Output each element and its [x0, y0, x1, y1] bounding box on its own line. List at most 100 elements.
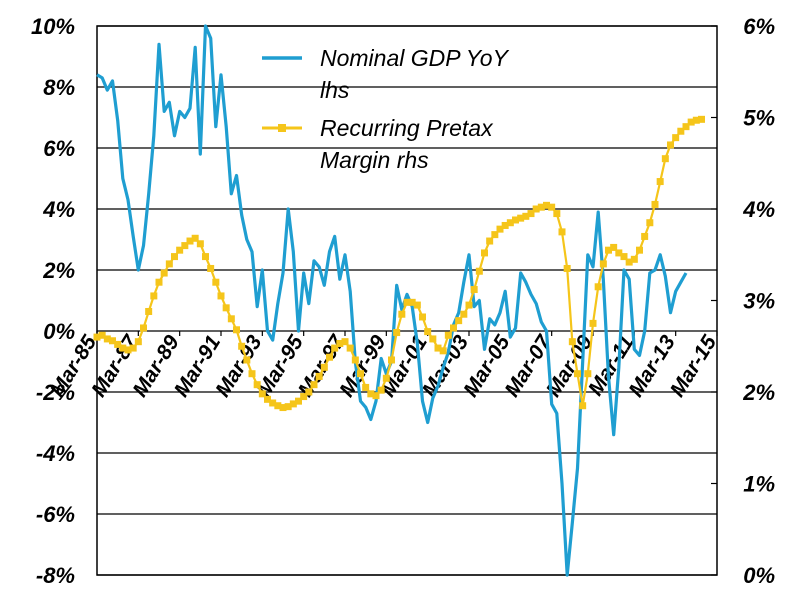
series-layer	[93, 24, 705, 577]
margin-marker	[460, 310, 468, 318]
margin-marker	[698, 115, 705, 123]
y-right-tick-label: 0%	[743, 563, 775, 588]
margin-marker	[558, 228, 566, 236]
margin-marker	[279, 404, 287, 412]
margin-marker	[548, 203, 556, 211]
y-left-tick-label: 8%	[43, 75, 75, 100]
margin-marker	[253, 381, 261, 389]
margin-marker	[238, 342, 246, 350]
margin-marker	[465, 301, 473, 309]
margin-marker	[444, 331, 452, 339]
margin-marker	[382, 374, 390, 382]
margin-marker	[692, 116, 700, 124]
margin-marker	[501, 221, 509, 229]
legend-margin-label: Recurring Pretax	[320, 115, 494, 141]
margin-marker	[233, 326, 240, 334]
margin-marker	[682, 123, 690, 131]
margin-marker	[320, 363, 328, 371]
y-left-tick-label: -4%	[36, 441, 75, 466]
margin-marker	[563, 264, 571, 272]
y-right-tick-label: 4%	[742, 197, 775, 222]
margin-marker	[584, 370, 592, 378]
margin-marker	[594, 283, 602, 291]
margin-marker	[295, 397, 302, 405]
margin-marker	[589, 319, 597, 327]
margin-marker	[517, 214, 525, 222]
margin-marker	[124, 346, 132, 354]
margin-marker	[289, 400, 297, 408]
margin-marker	[119, 344, 127, 352]
margin-marker	[403, 298, 411, 306]
margin-marker	[186, 237, 194, 245]
y-left-tick-label: 6%	[43, 136, 75, 161]
margin-marker	[568, 338, 576, 346]
margin-marker	[212, 278, 220, 286]
margin-marker	[196, 240, 204, 248]
margin-marker	[491, 231, 499, 239]
y-left-tick-label: -8%	[36, 563, 75, 588]
margin-marker	[455, 317, 463, 325]
margin-marker	[646, 219, 654, 227]
margin-marker	[227, 315, 235, 323]
margin-marker	[310, 381, 318, 389]
y-right-tick-label: 3%	[743, 289, 775, 314]
margin-marker	[171, 253, 178, 261]
margin-marker	[341, 338, 349, 346]
margin-marker	[109, 337, 116, 345]
margin-marker	[145, 307, 153, 315]
margin-marker	[496, 225, 504, 233]
y-right-tick-label: 6%	[743, 14, 775, 39]
margin-marker	[103, 335, 111, 343]
margin-marker	[248, 370, 256, 378]
margin-marker	[269, 399, 277, 407]
y-axis-left: 10% 8% 6% 4% 2% 0% -2% -4% -6% -8%	[31, 14, 75, 588]
margin-marker	[362, 383, 370, 391]
margin-marker	[527, 210, 535, 218]
y-left-tick-label: -6%	[36, 502, 75, 527]
margin-marker	[470, 286, 478, 294]
margin-marker	[181, 242, 189, 250]
margin-marker	[346, 344, 354, 352]
margin-marker	[574, 370, 581, 378]
y-right-tick-label: 1%	[743, 472, 775, 497]
margin-marker	[620, 253, 628, 261]
margin-marker	[264, 395, 271, 403]
legend-margin-label-axis: Margin rhs	[320, 147, 429, 173]
margin-marker	[305, 388, 313, 396]
margin-marker	[176, 246, 184, 254]
y-left-tick-label: 2%	[42, 258, 75, 283]
margin-marker	[326, 353, 333, 361]
margin-marker	[243, 356, 251, 364]
margin-marker	[408, 298, 416, 306]
margin-marker	[625, 258, 633, 266]
margin-marker	[553, 210, 561, 218]
margin-marker	[537, 203, 545, 211]
margin-marker	[191, 234, 199, 242]
margin-marker	[258, 390, 266, 398]
margin-marker	[134, 338, 142, 346]
legend-margin-marker	[278, 124, 286, 132]
margin-marker	[222, 304, 230, 312]
margin-marker	[543, 201, 550, 209]
y-right-tick-label: 2%	[742, 380, 775, 405]
margin-marker	[98, 331, 106, 339]
margin-marker	[351, 356, 359, 364]
margin-marker	[599, 260, 607, 268]
legend: Nominal GDP YoY lhs Recurring Pretax Mar…	[262, 45, 510, 173]
margin-marker	[610, 243, 618, 251]
margin-marker	[512, 216, 519, 224]
margin-marker	[687, 118, 695, 126]
margin-marker	[155, 278, 163, 286]
y-left-tick-label: 0%	[43, 319, 75, 344]
margin-marker	[667, 141, 674, 149]
margin-marker	[506, 219, 514, 227]
margin-marker	[672, 134, 680, 142]
margin-marker	[336, 340, 344, 348]
margin-marker	[661, 155, 669, 163]
margin-marker	[315, 372, 323, 380]
margin-marker	[450, 324, 457, 332]
legend-gdp-label-axis: lhs	[320, 77, 350, 103]
margin-marker	[388, 356, 395, 364]
